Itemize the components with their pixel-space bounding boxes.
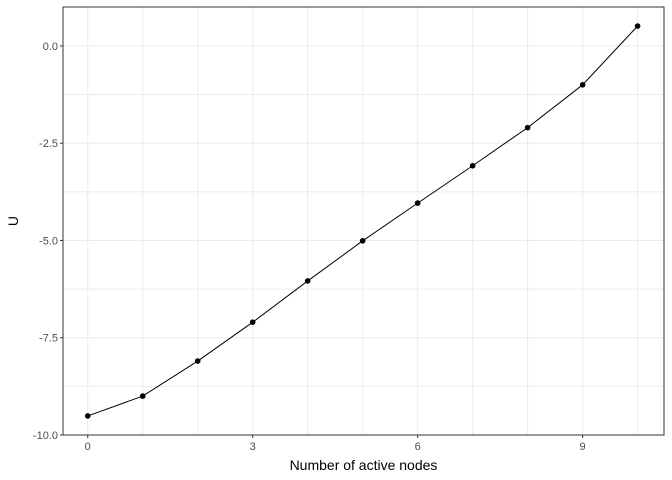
data-point [249, 319, 256, 325]
series [84, 23, 641, 419]
y-tick-label: -5.0 [39, 235, 58, 247]
panel-border [62, 6, 665, 436]
y-tick-label: 0.0 [43, 41, 58, 53]
data-point [139, 393, 146, 399]
data-point [304, 278, 311, 284]
x-tick-label: 9 [580, 441, 586, 453]
x-tick-label: 3 [250, 441, 256, 453]
data-point [414, 200, 421, 206]
data-point [579, 82, 586, 88]
ticks: 0 3 6 9 0.0 -2.5 -5.0 -7.5 -10.0 [33, 41, 586, 453]
data-point [194, 358, 201, 364]
y-tick-label: -2.5 [39, 138, 58, 150]
data-point [359, 238, 366, 244]
y-axis-title: U [5, 216, 21, 226]
gridlines [63, 7, 664, 436]
data-point [524, 124, 531, 131]
data-point [634, 23, 641, 29]
data-point [469, 162, 476, 169]
y-tick-label: -10.0 [33, 430, 58, 442]
y-tick-label: -7.5 [39, 333, 58, 345]
x-tick-label: 0 [85, 441, 91, 453]
x-axis-title: Number of active nodes [290, 457, 438, 473]
x-tick-label: 6 [415, 441, 421, 453]
data-point [84, 413, 91, 419]
